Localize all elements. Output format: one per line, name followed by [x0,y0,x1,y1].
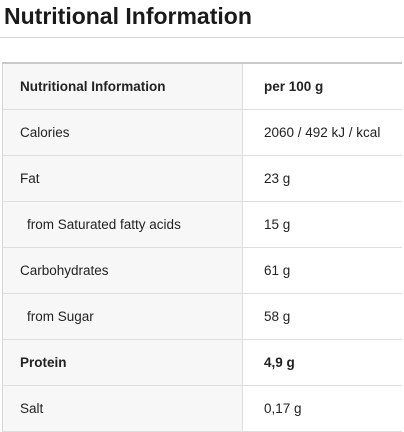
table-row: Carbohydrates 61 g [2,247,402,294]
header-nutrient-label: Nutritional Information [2,62,243,110]
nutrient-name: from Sugar [2,293,243,340]
nutrient-name: Fat [2,155,243,202]
nutrient-name: from Saturated fatty acids [2,201,243,248]
table-row: from Sugar 58 g [2,293,402,340]
title-divider [0,37,404,38]
nutrient-name: Calories [2,109,243,156]
nutrient-value: 0,17 g [242,385,402,432]
nutrient-name: Salt [2,385,243,432]
table-row: from Saturated fatty acids 15 g [2,201,402,248]
nutrient-value: 2060 / 492 kJ / kcal [242,109,402,156]
nutrient-value: 61 g [242,247,402,294]
nutrient-value: 15 g [242,201,402,248]
page-title: Nutritional Information [4,3,252,29]
table-row: Salt 0,17 g [2,385,402,432]
table-row: Calories 2060 / 492 kJ / kcal [2,109,402,156]
nutrient-name: Carbohydrates [2,247,243,294]
nutrition-table: Nutritional Information per 100 g Calori… [2,62,402,432]
nutrient-name: Protein [2,339,243,386]
nutrient-value: 23 g [242,155,402,202]
nutrient-value: 58 g [242,293,402,340]
table-row: Protein 4,9 g [2,339,402,386]
table-header-row: Nutritional Information per 100 g [2,62,402,110]
table-row: Fat 23 g [2,155,402,202]
nutrient-value: 4,9 g [242,339,402,386]
header-amount-label: per 100 g [242,62,402,110]
